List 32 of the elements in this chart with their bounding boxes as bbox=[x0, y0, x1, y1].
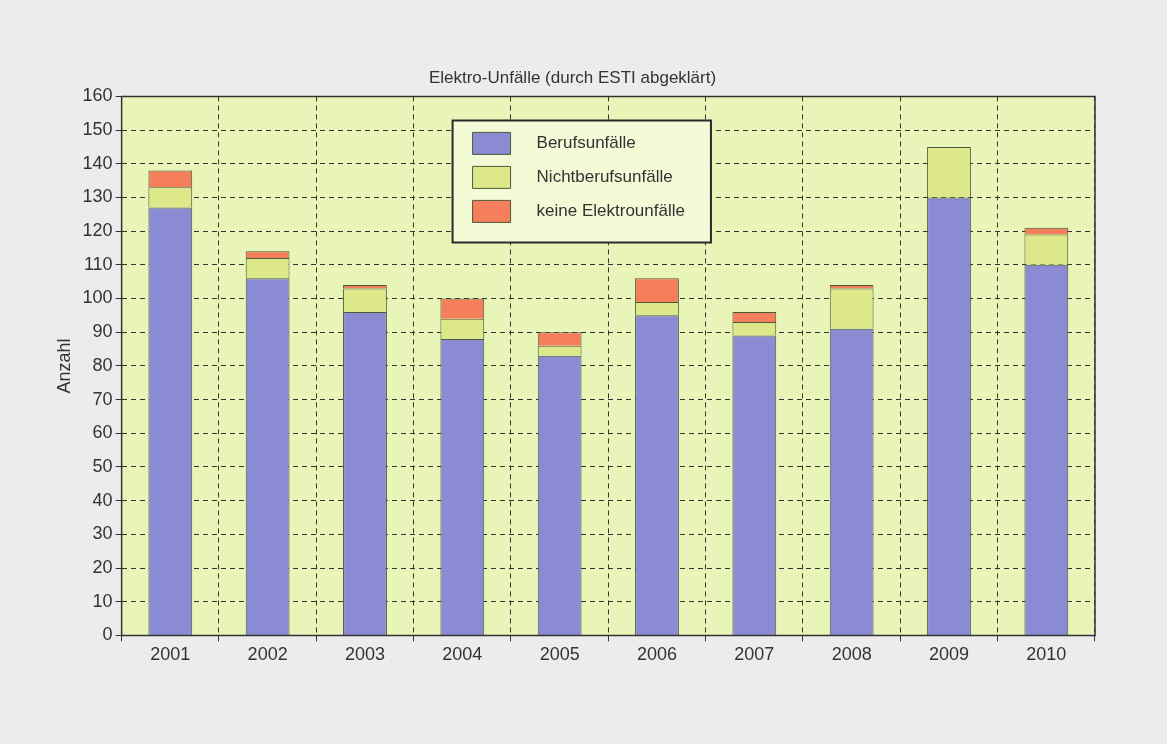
x-tick-label: 2006 bbox=[636, 644, 678, 665]
y-tick-label: 20 bbox=[92, 556, 113, 577]
y-tick-label: 150 bbox=[82, 119, 113, 140]
y-axis-title: Anzahl bbox=[53, 338, 74, 394]
x-tick-label: 2008 bbox=[831, 644, 872, 665]
y-tick-label: 130 bbox=[82, 186, 113, 207]
x-tick-label: 2009 bbox=[928, 644, 970, 665]
y-tick-label: 120 bbox=[82, 220, 113, 241]
x-tick-label: 2002 bbox=[247, 644, 288, 665]
y-tick-label: 110 bbox=[83, 253, 113, 274]
x-tick-label: 2003 bbox=[344, 644, 385, 665]
y-tick-label: 40 bbox=[92, 489, 113, 510]
y-tick-label: 60 bbox=[92, 422, 113, 443]
legend-label: keine Elektrounfälle bbox=[536, 201, 685, 221]
y-tick-label: 10 bbox=[92, 590, 113, 611]
y-tick-label: 50 bbox=[92, 455, 113, 476]
x-tick-label: 2007 bbox=[734, 644, 775, 665]
y-tick-label: 160 bbox=[82, 85, 113, 106]
x-tick-label: 2001 bbox=[150, 644, 191, 665]
y-tick-label: 0 bbox=[102, 624, 113, 645]
y-tick-label: 80 bbox=[92, 354, 113, 375]
y-tick-label: 140 bbox=[82, 152, 113, 173]
y-tick-label: 100 bbox=[82, 287, 113, 308]
x-tick-label: 2010 bbox=[1026, 644, 1067, 665]
y-tick-label: 30 bbox=[92, 523, 113, 544]
legend-label: Berufsunfälle bbox=[536, 133, 636, 153]
x-tick-label: 2005 bbox=[539, 644, 580, 665]
chart-title: Elektro-Unfälle (durch ESTI abgeklärt) bbox=[428, 67, 717, 87]
y-tick-label: 90 bbox=[92, 321, 113, 342]
x-tick-label: 2004 bbox=[442, 644, 483, 665]
y-tick-label: 70 bbox=[92, 388, 113, 409]
legend-label: Nichtberufsunfälle bbox=[536, 167, 673, 187]
